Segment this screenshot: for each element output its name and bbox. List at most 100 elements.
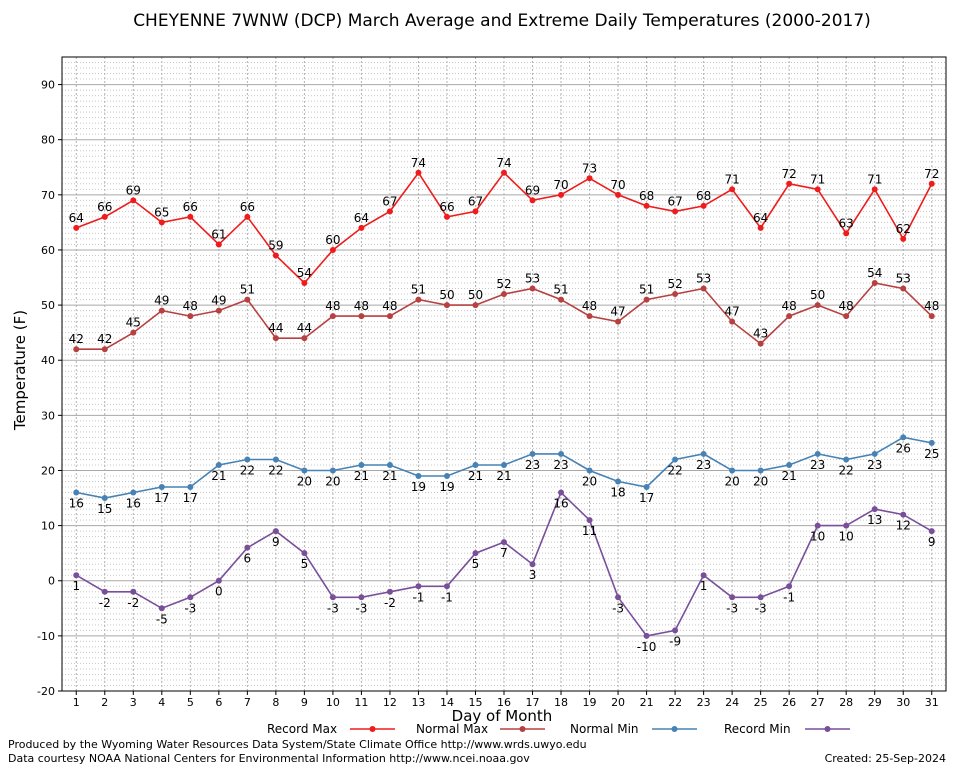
y-tick-label: 60 [41, 244, 55, 257]
normal-min-data-label: 19 [439, 480, 454, 494]
record-max-point [843, 230, 850, 237]
normal-min-data-label: 21 [354, 469, 369, 483]
record-max-point [928, 180, 935, 187]
x-tick-label: 15 [468, 696, 482, 709]
normal-max-point [130, 329, 137, 336]
record-min-data-label: -9 [669, 634, 681, 648]
x-tick-label: 13 [411, 696, 425, 709]
normal-max-data-label: 48 [924, 299, 939, 313]
record-min-point [73, 572, 80, 579]
normal-min-point [472, 461, 479, 468]
normal-max-point [415, 296, 422, 303]
normal-min-point [158, 484, 165, 491]
legend-label-normal-min: Normal Min [570, 722, 639, 736]
x-tick-label: 26 [782, 696, 796, 709]
normal-min-data-label: 25 [924, 447, 939, 461]
normal-max-data-label: 49 [154, 294, 169, 308]
record-min-data-label: -1 [441, 590, 453, 604]
footer-created-date: Created: 25-Sep-2024 [825, 752, 946, 765]
normal-max-point [586, 313, 593, 320]
normal-min-point [558, 450, 565, 457]
record-max-data-label: 68 [639, 189, 654, 203]
record-max-data-label: 73 [582, 161, 597, 175]
normal-min-point [101, 495, 108, 502]
record-max-point [443, 213, 450, 220]
record-max-data-label: 59 [268, 238, 283, 252]
normal-min-point [700, 450, 707, 457]
normal-max-point [187, 313, 194, 320]
x-tick-label: 29 [868, 696, 882, 709]
record-min-data-label: -1 [412, 590, 424, 604]
record-min-data-label: 5 [472, 557, 480, 571]
record-max-data-label: 71 [867, 172, 882, 186]
normal-min-point [215, 461, 222, 468]
record-max-data-label: 66 [439, 200, 454, 214]
record-max-point [786, 180, 793, 187]
normal-max-data-label: 50 [810, 288, 825, 302]
record-max-point [700, 202, 707, 209]
record-max-data-label: 70 [610, 178, 625, 192]
normal-min-point [757, 467, 764, 474]
normal-max-point [301, 335, 308, 342]
normal-max-point [272, 335, 279, 342]
normal-max-data-label: 51 [639, 283, 654, 297]
record-min-point [301, 550, 308, 557]
y-tick-label: -10 [37, 630, 55, 643]
record-max-point [158, 219, 165, 226]
record-max-point [472, 208, 479, 215]
legend-marker-record-min [824, 726, 831, 732]
record-max-data-label: 69 [126, 183, 141, 197]
normal-min-point [586, 467, 593, 474]
normal-min-point [187, 484, 194, 491]
footer-credit-line-1: Produced by the Wyoming Water Resources … [8, 738, 587, 751]
footer-credit-line-2: Data courtesy NOAA National Centers for … [8, 752, 530, 765]
normal-max-data-label: 52 [667, 277, 682, 291]
record-max-data-label: 66 [240, 200, 255, 214]
normal-min-data-label: 21 [382, 469, 397, 483]
record-min-data-label: -3 [184, 601, 196, 615]
record-max-data-label: 68 [696, 189, 711, 203]
record-max-point [415, 169, 422, 176]
record-max-data-label: 61 [211, 227, 226, 241]
chart-title: CHEYENNE 7WNW (DCP) March Average and Ex… [133, 11, 871, 31]
x-tick-label: 6 [215, 696, 222, 709]
normal-max-data-label: 51 [411, 283, 426, 297]
record-min-point [443, 583, 450, 590]
normal-min-data-label: 16 [69, 497, 84, 511]
normal-min-point [928, 439, 935, 446]
record-max-point [358, 224, 365, 231]
record-max-data-label: 67 [667, 194, 682, 208]
normal-max-data-label: 49 [211, 294, 226, 308]
y-tick-label: 70 [41, 189, 55, 202]
legend: Record Max Normal Max Normal Min Record Min [267, 722, 850, 736]
normal-min-point [814, 450, 821, 457]
y-tick-label: 90 [41, 79, 55, 92]
normal-min-point [672, 456, 679, 463]
record-min-data-label: 10 [810, 530, 825, 544]
normal-max-data-label: 48 [354, 299, 369, 313]
record-min-point [529, 561, 536, 568]
record-min-point [101, 588, 108, 595]
normal-min-point [871, 450, 878, 457]
record-min-data-label: -5 [156, 612, 168, 626]
normal-max-point [358, 313, 365, 320]
record-min-point [871, 506, 878, 513]
normal-max-data-label: 53 [525, 272, 540, 286]
normal-min-data-label: 22 [839, 463, 854, 477]
record-min-point [814, 522, 821, 529]
x-tick-label: 18 [554, 696, 568, 709]
record-min-data-label: 7 [500, 546, 508, 560]
record-min-point [843, 522, 850, 529]
normal-min-data-label: 19 [411, 480, 426, 494]
record-max-point [900, 235, 907, 242]
record-min-data-label: 9 [928, 535, 936, 549]
x-tick-label: 25 [754, 696, 768, 709]
x-tick-label: 5 [187, 696, 194, 709]
x-tick-label: 30 [896, 696, 910, 709]
record-max-point [529, 197, 536, 204]
normal-max-point [215, 307, 222, 314]
normal-max-point [615, 318, 622, 325]
normal-max-data-label: 54 [867, 266, 882, 280]
y-tick-label: 40 [41, 354, 55, 367]
record-min-data-label: 5 [301, 557, 309, 571]
